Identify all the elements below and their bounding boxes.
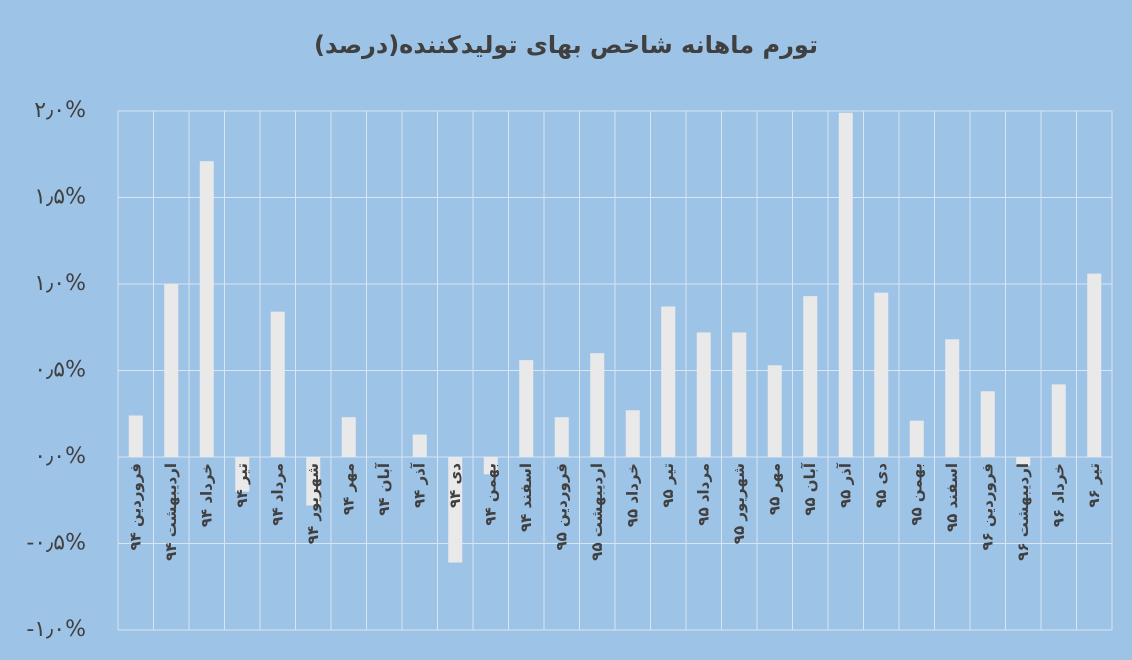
x-tick-label: خرداد ۹۴ (197, 463, 215, 527)
x-tick-label: اسفند ۹۴ (517, 463, 535, 532)
x-tick-label: اردیبهشت ۹۵ (588, 463, 606, 561)
x-tick-label: آبان ۹۵ (801, 462, 819, 516)
bar (554, 417, 569, 457)
bar (448, 457, 463, 563)
bar (661, 306, 676, 457)
x-tick-label: اسفند ۹۵ (943, 463, 961, 532)
x-tick-label: دی ۹۴ (446, 463, 464, 508)
x-tick-label: بهمن ۹۵ (907, 463, 925, 526)
y-tick-label: ۰٫۵% (34, 358, 86, 383)
x-tick-label: خرداد ۹۶ (1049, 463, 1067, 527)
bar (483, 457, 498, 475)
x-tick-label: مهر ۹۴ (339, 463, 357, 515)
bar (412, 434, 427, 457)
x-tick-label: آبان ۹۴ (375, 462, 393, 516)
x-tick-label: شهریور ۹۵ (730, 463, 748, 544)
bar (874, 292, 889, 457)
x-tick-label: اردیبهشت ۹۴ (162, 463, 180, 561)
bar (696, 332, 711, 457)
bar (519, 360, 534, 457)
bar (270, 311, 285, 457)
bar (980, 391, 995, 457)
x-tick-label: بهمن ۹۴ (481, 463, 499, 526)
bar (732, 332, 747, 457)
bar (590, 353, 605, 457)
chart-title: تورم ماهانه شاخص بهای تولیدکننده(درصد) (314, 31, 818, 59)
y-tick-label: -۱٫۰% (26, 617, 86, 642)
bar (803, 296, 818, 457)
bar (306, 457, 321, 506)
bar (945, 339, 960, 457)
bar (1051, 384, 1066, 457)
bar (341, 417, 356, 457)
x-tick-label: فروردین ۹۵ (552, 463, 570, 550)
y-tick-label: -۰٫۵% (26, 531, 86, 556)
x-tick-label: مرداد ۹۵ (694, 463, 712, 526)
bar (838, 112, 853, 457)
y-tick-label: ۱٫۵% (34, 185, 86, 210)
x-tick-label: تیر ۹۶ (1085, 463, 1103, 508)
y-tick-label: ۱٫۰% (34, 271, 86, 296)
x-tick-label: تیر ۹۴ (233, 463, 251, 508)
x-tick-label: مرداد ۹۴ (268, 463, 286, 526)
x-tick-label: تیر ۹۵ (659, 463, 677, 508)
bar (199, 161, 214, 458)
y-tick-label: ۰٫۰% (34, 444, 86, 469)
bar (1087, 273, 1102, 457)
x-tick-label: آذر ۹۴ (410, 462, 428, 508)
bar (164, 284, 179, 457)
x-tick-label: آذر ۹۵ (836, 462, 854, 508)
bar (235, 457, 250, 492)
x-tick-label: فروردین ۹۴ (126, 463, 144, 550)
x-tick-label: شهریور ۹۴ (304, 463, 322, 544)
y-tick-label: ۲٫۰% (34, 98, 86, 123)
bar (767, 365, 782, 457)
x-tick-label: مهر ۹۵ (765, 463, 783, 515)
bar (1016, 457, 1031, 466)
bar (128, 415, 143, 457)
x-tick-label: دی ۹۵ (872, 463, 890, 508)
bar (625, 410, 640, 457)
x-tick-label: اردیبهشت ۹۶ (1014, 463, 1032, 561)
x-tick-label: خرداد ۹۵ (623, 463, 641, 527)
x-tick-label: فروردین ۹۶ (978, 463, 996, 550)
bar (909, 420, 924, 457)
